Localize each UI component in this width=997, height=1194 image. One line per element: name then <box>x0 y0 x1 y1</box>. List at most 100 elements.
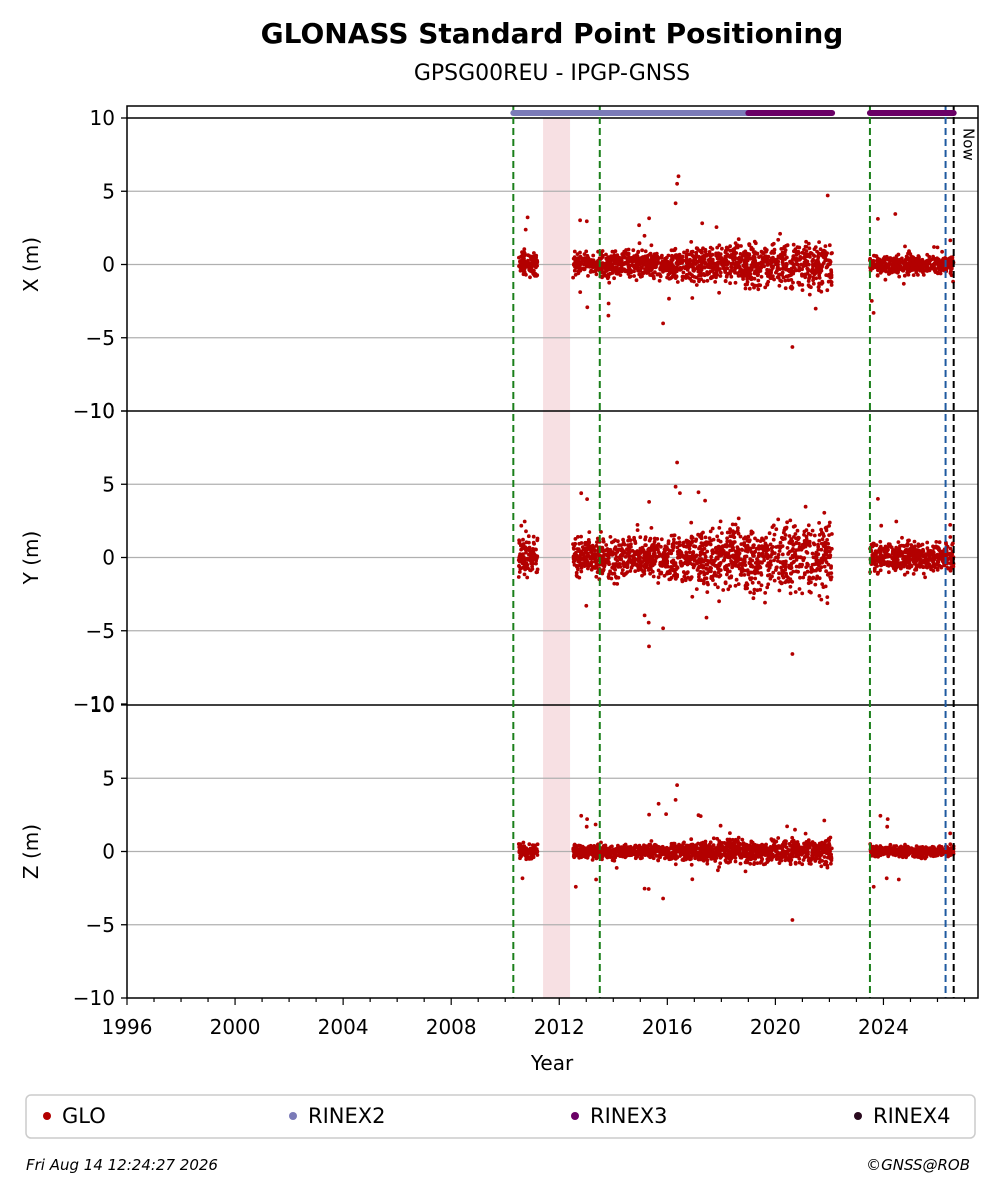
data-point <box>701 265 706 270</box>
data-point <box>903 244 907 249</box>
data-point <box>763 600 767 605</box>
data-point <box>779 565 783 570</box>
data-point <box>575 252 580 256</box>
data-point <box>803 504 808 509</box>
data-point <box>650 569 655 574</box>
data-point <box>597 267 602 271</box>
data-point <box>730 561 735 565</box>
data-point <box>894 519 899 524</box>
data-point <box>802 263 807 267</box>
data-point <box>778 256 783 260</box>
data-point <box>576 258 581 262</box>
data-point <box>530 564 534 569</box>
data-point <box>617 547 622 552</box>
data-point <box>829 275 834 280</box>
data-point <box>585 817 589 821</box>
data-point <box>640 248 644 253</box>
data-point <box>652 542 656 547</box>
data-point <box>737 269 742 274</box>
data-point <box>646 559 651 563</box>
data-point <box>814 259 819 264</box>
data-point <box>694 250 699 255</box>
data-point <box>680 274 685 279</box>
data-point <box>634 266 639 270</box>
data-point <box>729 264 733 269</box>
data-point <box>679 259 684 264</box>
data-point <box>689 240 694 244</box>
data-point <box>643 543 648 547</box>
data-point <box>706 542 710 546</box>
data-point <box>519 523 524 528</box>
data-point <box>640 573 644 578</box>
data-point <box>717 562 722 566</box>
data-point <box>638 259 643 264</box>
data-point <box>882 258 887 263</box>
data-point <box>591 253 596 258</box>
data-point <box>612 581 617 586</box>
data-point <box>739 244 743 248</box>
data-point <box>582 851 586 855</box>
data-point <box>525 575 530 580</box>
data-point <box>612 564 617 569</box>
data-point <box>788 591 793 596</box>
data-point <box>690 562 695 567</box>
data-point <box>774 527 779 532</box>
data-point <box>811 281 816 286</box>
data-point <box>573 272 578 277</box>
data-point <box>776 517 781 522</box>
data-point <box>731 553 735 558</box>
data-point <box>733 583 738 588</box>
data-point <box>819 547 824 552</box>
data-point <box>790 652 795 656</box>
data-point <box>905 541 910 546</box>
data-point <box>656 575 661 580</box>
data-point <box>521 552 525 556</box>
data-point <box>737 563 741 568</box>
data-point <box>742 253 747 257</box>
data-point <box>610 249 615 254</box>
data-point <box>887 272 891 276</box>
data-point <box>677 543 682 548</box>
data-point <box>576 535 580 539</box>
data-point <box>589 555 594 560</box>
data-point <box>647 500 651 504</box>
y-axis-label: X (m) <box>19 237 43 292</box>
data-point <box>824 552 829 557</box>
data-point <box>530 848 535 853</box>
data-point <box>704 566 709 571</box>
data-point <box>575 574 580 579</box>
data-point <box>817 594 822 598</box>
data-point <box>820 279 825 284</box>
data-point <box>712 273 716 278</box>
data-point <box>517 570 522 574</box>
data-point <box>728 530 732 535</box>
data-point <box>577 549 582 553</box>
data-point <box>783 278 788 283</box>
data-point <box>771 570 776 575</box>
data-point <box>746 571 751 576</box>
data-point <box>763 591 768 595</box>
data-point <box>800 591 805 596</box>
data-point <box>871 311 876 315</box>
data-point <box>727 569 732 574</box>
data-point <box>816 254 820 258</box>
data-point <box>765 585 770 590</box>
data-point <box>743 265 747 270</box>
data-point <box>618 273 623 277</box>
data-point <box>656 568 661 573</box>
data-point <box>830 251 834 255</box>
data-point <box>736 582 741 586</box>
data-point <box>672 537 676 542</box>
data-point <box>886 563 891 568</box>
data-point <box>736 237 741 242</box>
data-point <box>709 569 713 574</box>
data-point <box>718 274 723 278</box>
data-point <box>623 842 628 847</box>
data-point <box>745 549 750 554</box>
data-point <box>608 261 613 266</box>
data-point <box>527 557 532 561</box>
data-point <box>890 551 895 556</box>
data-point <box>827 533 831 537</box>
data-point <box>777 283 782 288</box>
data-point <box>774 262 778 267</box>
